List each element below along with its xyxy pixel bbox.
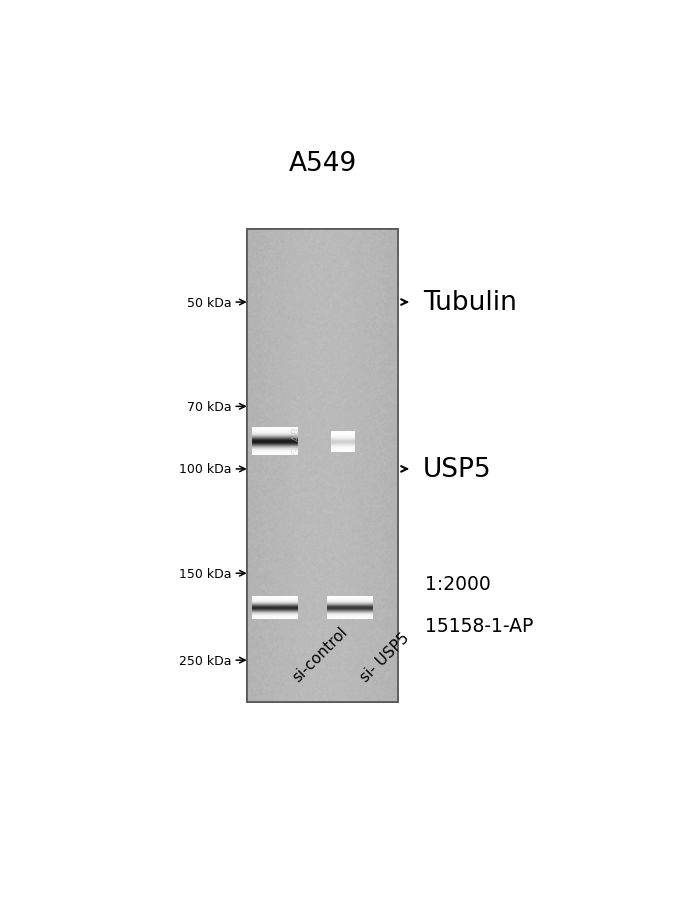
Text: USP5: USP5: [423, 456, 491, 483]
Text: 250 kDa: 250 kDa: [179, 654, 232, 667]
Text: 15158-1-AP: 15158-1-AP: [425, 616, 534, 635]
Text: Tubulin: Tubulin: [423, 290, 517, 316]
Text: si- USP5: si- USP5: [358, 630, 413, 685]
Text: 70 kDa: 70 kDa: [187, 400, 232, 413]
Text: 1:2000: 1:2000: [425, 575, 491, 594]
Polygon shape: [247, 230, 399, 702]
Text: WWW.PTGLAB.COM: WWW.PTGLAB.COM: [290, 398, 301, 499]
Text: si-control: si-control: [290, 624, 351, 685]
Text: 150 kDa: 150 kDa: [179, 567, 232, 580]
Text: 50 kDa: 50 kDa: [187, 296, 232, 309]
Text: A549: A549: [288, 151, 357, 177]
Text: 100 kDa: 100 kDa: [179, 463, 232, 476]
